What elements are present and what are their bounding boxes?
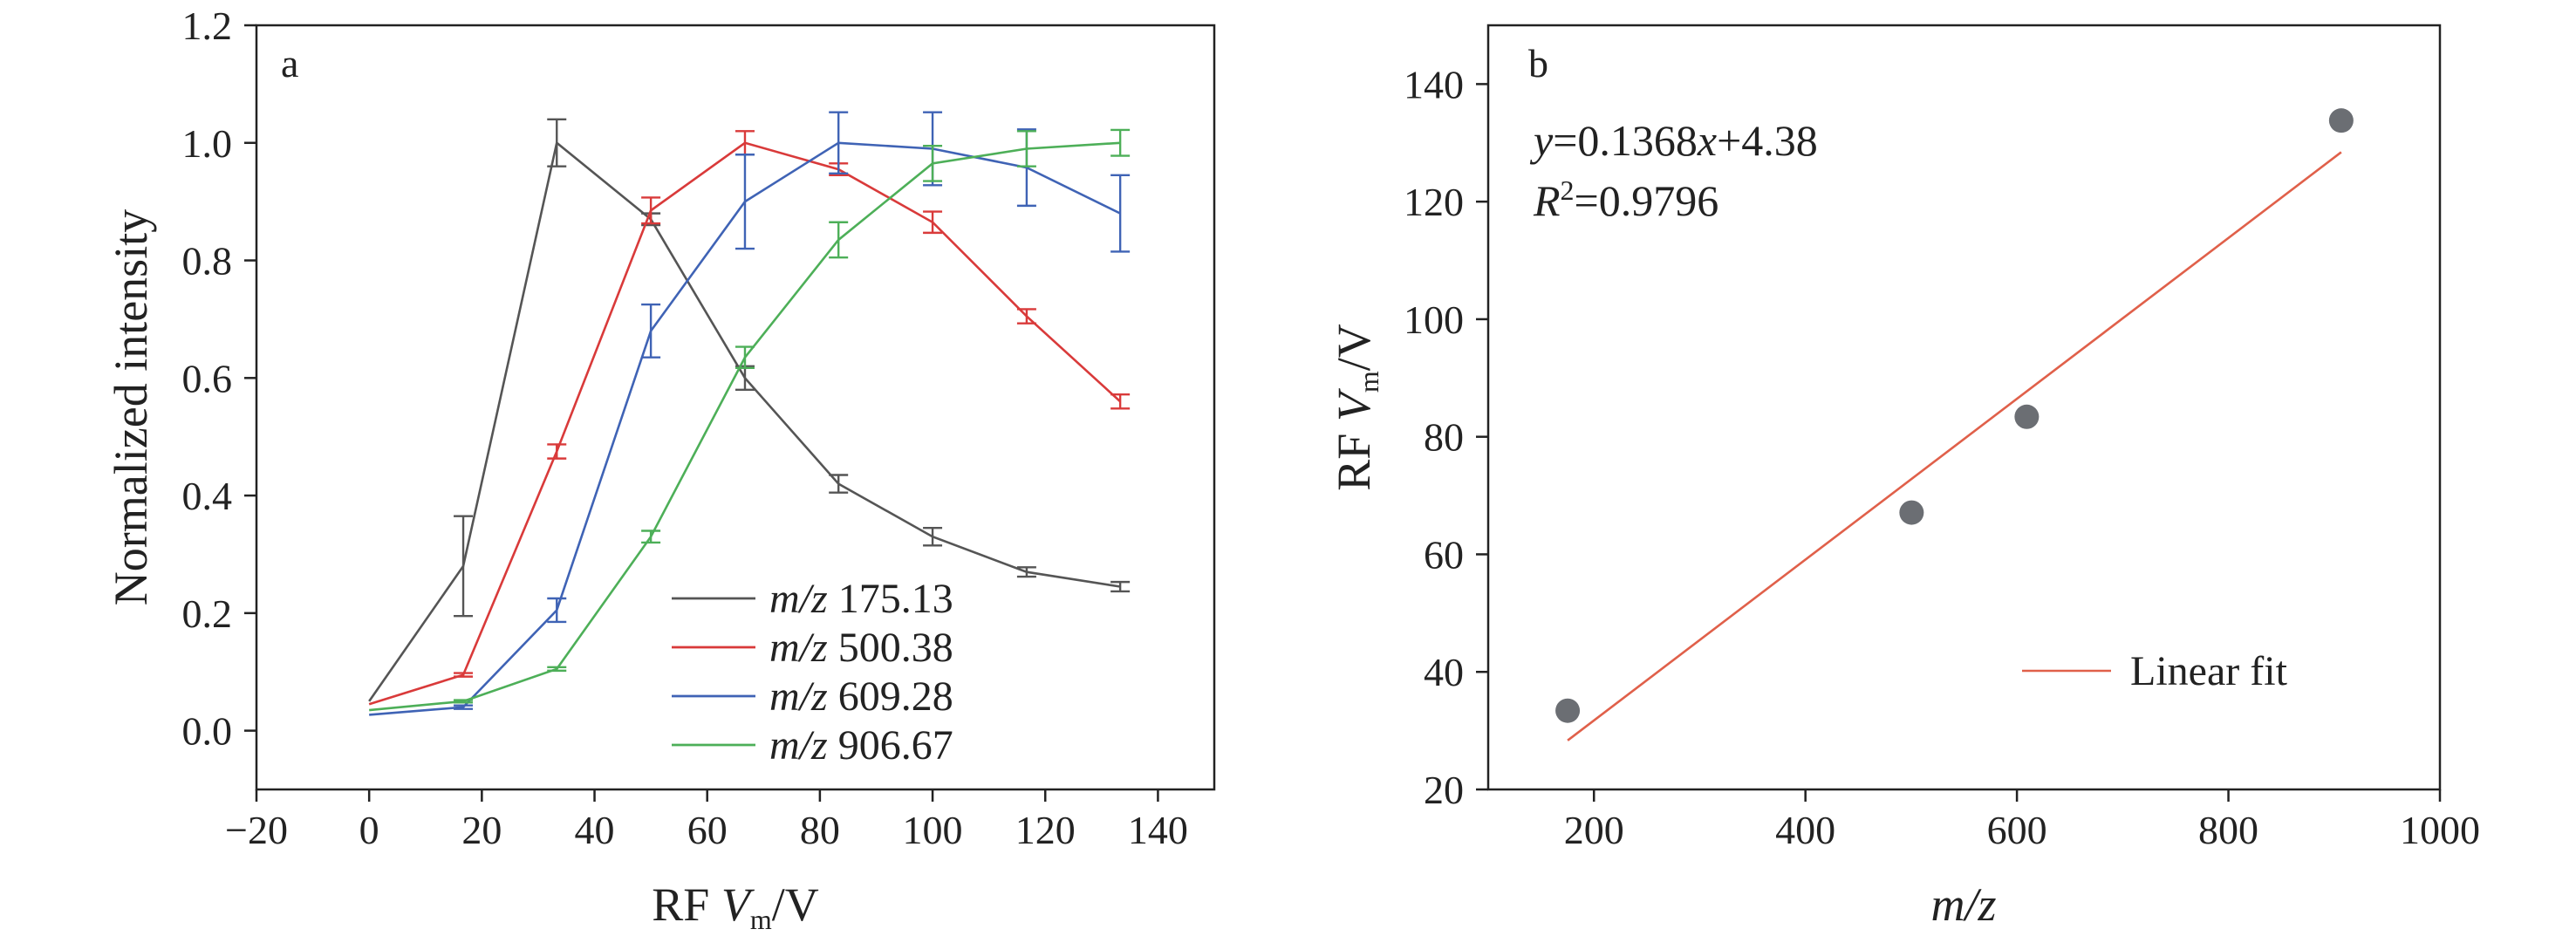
chart-b-y-tick-label: 80 xyxy=(1424,415,1464,460)
chart-b-legend-label: Linear fit xyxy=(2130,648,2288,694)
chart-a-error-bar xyxy=(1016,308,1036,325)
chart-a-error-bar xyxy=(1110,393,1131,410)
chart-b-x-tick-label: 200 xyxy=(1564,808,1624,852)
chart-a-error-bar xyxy=(829,111,849,175)
chart-a-error-bar xyxy=(1110,580,1131,593)
chart-a-y-tick-label: 0.4 xyxy=(182,474,233,518)
chart-a-x-tick-label: 100 xyxy=(903,808,963,852)
chart-a-error-bar xyxy=(1016,566,1036,578)
chart-a-error-bar xyxy=(641,196,661,225)
chart-a-legend-label: m/z 609.28 xyxy=(769,673,953,720)
chart-a-legend-label: m/z 175.13 xyxy=(769,576,953,622)
chart-a-error-bar xyxy=(454,704,474,710)
chart-a-error-bar xyxy=(923,144,943,182)
chart-a-y-tick-label: 0.2 xyxy=(182,591,233,636)
chart-a-y-axis-label: Normalized intensity xyxy=(105,209,157,605)
chart-b-y-axis-label: RF Vm/V xyxy=(1328,324,1384,490)
chart-a-series-2 xyxy=(368,130,1131,706)
chart-b-panel-letter: b xyxy=(1528,41,1548,85)
chart-a-error-bar xyxy=(735,345,755,370)
chart-a-error-bar xyxy=(547,597,567,624)
chart-a-frame xyxy=(255,24,1216,791)
chart-a-x-tick-label: 0 xyxy=(359,808,379,852)
chart-b-data-point xyxy=(1899,500,1924,525)
chart-a-y-tick-label: 0.0 xyxy=(182,709,233,754)
chart-a-y-tick-label: 0.8 xyxy=(182,239,233,284)
chart-a-x-tick-label: 140 xyxy=(1128,808,1188,852)
chart-a-error-bar xyxy=(454,699,474,704)
chart-a-x-tick-label: 80 xyxy=(800,808,840,852)
chart-a-legend-label: m/z 906.67 xyxy=(769,722,953,769)
chart-a-error-bar xyxy=(1110,128,1131,157)
chart-a-panel-letter: a xyxy=(281,41,298,85)
chart-a-error-bar xyxy=(454,672,474,678)
chart-b-frame xyxy=(1486,24,2442,791)
chart-a-series-3 xyxy=(369,111,1131,716)
chart-a-y-tick-label: 1.0 xyxy=(182,121,233,166)
chart-a-x-tick-label: 40 xyxy=(575,808,615,852)
chart-a: a −20 0 20 40 60 80 100 120 140 0.0 0.2 0.4 0.6 0.8 1… xyxy=(105,3,1216,935)
chart-a-x-axis-label: RF Vm/V xyxy=(652,878,818,935)
chart-a-error-bar xyxy=(547,118,567,167)
chart-b-x-tick-label: 400 xyxy=(1775,808,1835,852)
chart-b-y-tick-label: 100 xyxy=(1404,297,1464,342)
chart-a-error-bar xyxy=(641,303,661,359)
chart-a-error-bar xyxy=(735,154,755,250)
chart-b-x-tick-label: 600 xyxy=(1987,808,2047,852)
chart-b-x-tick-label: 1000 xyxy=(2400,808,2480,852)
chart-b-legend: Linear fit xyxy=(2022,648,2288,694)
chart-a-x-tick-label: 60 xyxy=(687,808,728,852)
chart-a-y-tick-label: 1.2 xyxy=(182,3,233,48)
chart-a-error-bar xyxy=(735,130,755,156)
chart-a-error-bar xyxy=(829,474,849,494)
chart-a-error-bar xyxy=(923,526,943,547)
chart-b-r-squared: R2=0.9796 xyxy=(1533,174,1718,225)
chart-b-fit-line xyxy=(1567,151,2342,741)
chart-b-data-point xyxy=(1555,698,1581,723)
chart-a-x-tick-label: 20 xyxy=(461,808,502,852)
chart-a-error-bar xyxy=(547,443,567,460)
chart-b-data-point xyxy=(2014,404,2040,429)
chart-a-legend: m/z 175.13m/z 500.38m/z 609.28m/z 906.67 xyxy=(672,576,953,769)
chart-a-legend-item: m/z 906.67 xyxy=(672,722,953,769)
chart-b-x-axis-label: m/z xyxy=(1930,878,1996,931)
chart-a-error-bar xyxy=(641,529,661,544)
chart-a-error-bar xyxy=(923,210,943,235)
chart-a-x-tick-label: 120 xyxy=(1015,808,1076,852)
chart-a-series-1 xyxy=(368,118,1131,702)
chart-b-x-tick-label: 800 xyxy=(2198,808,2258,852)
chart-b-y-tick-label: 140 xyxy=(1404,62,1464,106)
chart-a-error-bar xyxy=(829,221,849,259)
chart-a-y-tick-label: 0.6 xyxy=(182,356,233,400)
chart-a-legend-item: m/z 175.13 xyxy=(672,576,953,622)
chart-a-error-bar xyxy=(1110,174,1131,253)
chart-a-legend-item: m/z 500.38 xyxy=(672,625,953,671)
chart-a-error-bar xyxy=(547,666,567,673)
chart-b-y-tick-label: 20 xyxy=(1424,768,1464,812)
chart-b: b 200 400 600 800 1000 20 40 60 80 100 120 140 y=0… xyxy=(1328,24,2480,931)
chart-a-legend-label: m/z 500.38 xyxy=(769,625,953,671)
chart-a-x-tick-label: −20 xyxy=(225,808,288,852)
chart-b-y-tick-label: 40 xyxy=(1424,650,1464,694)
chart-a-error-bar xyxy=(1016,130,1036,167)
chart-a-legend-item: m/z 609.28 xyxy=(672,673,953,720)
chart-b-equation: y=0.1368x+4.38 xyxy=(1529,116,1818,165)
chart-b-data-point xyxy=(2328,108,2354,133)
chart-b-y-tick-label: 120 xyxy=(1404,180,1464,224)
chart-b-y-tick-label: 60 xyxy=(1424,532,1464,577)
chart-a-error-bar xyxy=(454,515,474,618)
chart-a-series-4 xyxy=(369,128,1131,712)
